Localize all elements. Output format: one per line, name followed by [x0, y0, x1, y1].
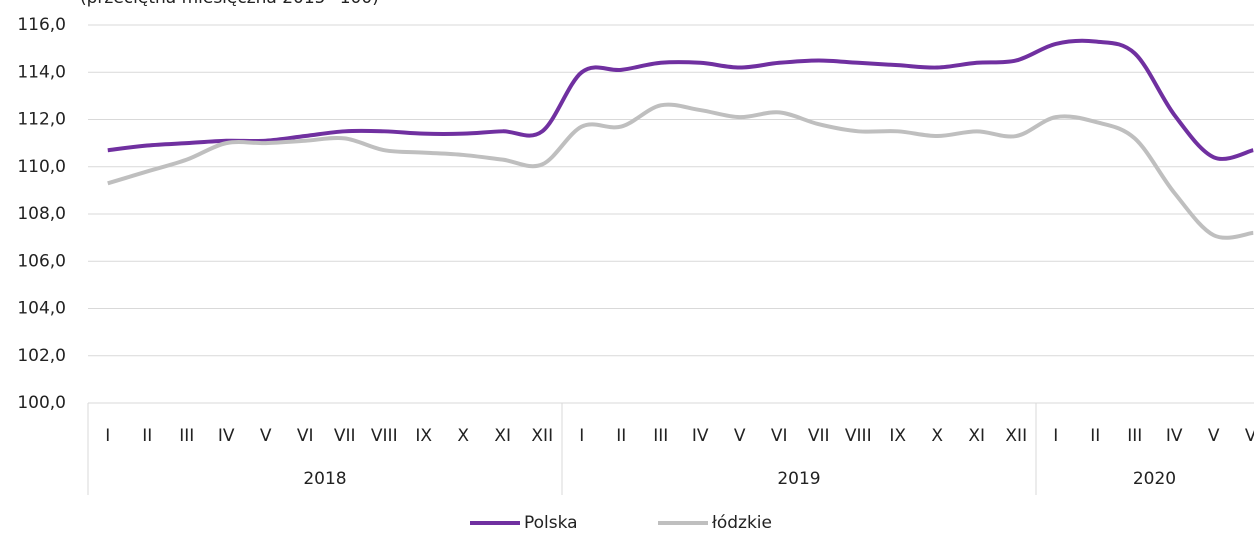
- y-tick-label: 100,0: [17, 393, 66, 413]
- x-group-label: 2019: [777, 469, 820, 489]
- x-tick-label: III: [179, 426, 194, 446]
- y-tick-label: 106,0: [17, 251, 66, 271]
- x-tick-label: II: [142, 426, 152, 446]
- legend-label: Polska: [524, 513, 578, 533]
- x-tick-label: XI: [494, 426, 511, 446]
- x-tick-label: II: [616, 426, 626, 446]
- x-tick-label: II: [1090, 426, 1100, 446]
- x-tick-label: VII: [808, 426, 830, 446]
- x-tick-label: VI: [297, 426, 314, 446]
- y-tick-label: 114,0: [17, 62, 66, 82]
- x-tick-label: III: [653, 426, 668, 446]
- x-tick-label: VI: [1245, 426, 1254, 446]
- x-tick-label: III: [1127, 426, 1142, 446]
- x-group-label: 2020: [1133, 469, 1176, 489]
- y-tick-label: 116,0: [17, 15, 66, 35]
- series-line: [107, 102, 1254, 240]
- x-tick-label: IV: [218, 426, 235, 446]
- y-tick-label: 110,0: [17, 157, 66, 177]
- x-group-label: 2018: [303, 469, 346, 489]
- x-tick-label: IX: [415, 426, 432, 446]
- x-tick-label: XI: [968, 426, 985, 446]
- x-tick-label: V: [734, 426, 746, 446]
- x-tick-label: V: [1208, 426, 1220, 446]
- y-tick-label: 108,0: [17, 204, 66, 224]
- x-tick-label: I: [1053, 426, 1058, 446]
- y-tick-label: 104,0: [17, 299, 66, 319]
- x-tick-label: V: [260, 426, 272, 446]
- x-tick-label: VIII: [371, 426, 398, 446]
- x-tick-label: X: [931, 426, 943, 446]
- y-tick-label: 102,0: [17, 346, 66, 366]
- legend-label: łódzkie: [712, 513, 772, 533]
- x-tick-label: VI: [771, 426, 788, 446]
- x-tick-label: IV: [692, 426, 709, 446]
- x-tick-label: IV: [1166, 426, 1183, 446]
- series-line: [107, 38, 1254, 161]
- x-tick-label: VIII: [845, 426, 872, 446]
- x-tick-label: VII: [334, 426, 356, 446]
- x-tick-label: XII: [531, 426, 553, 446]
- x-tick-label: I: [105, 426, 110, 446]
- x-tick-label: IX: [889, 426, 906, 446]
- y-tick-label: 112,0: [17, 110, 66, 130]
- chart-subtitle: (przeciętna miesięczna 2015=100): [80, 0, 379, 8]
- x-tick-label: I: [579, 426, 584, 446]
- x-tick-label: X: [457, 426, 469, 446]
- x-tick-label: XII: [1005, 426, 1027, 446]
